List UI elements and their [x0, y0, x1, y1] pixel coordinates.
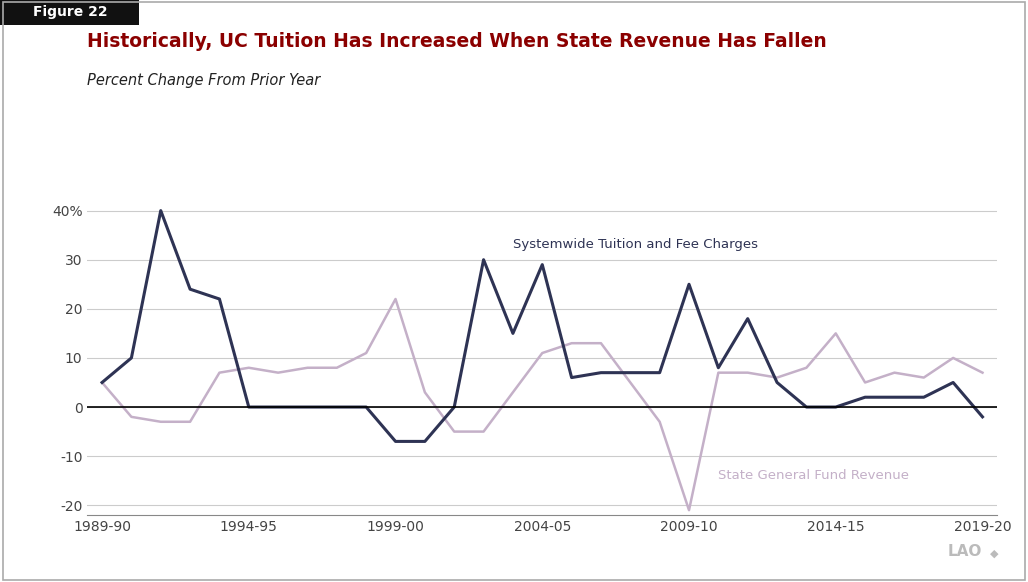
Text: ◆: ◆	[990, 549, 998, 559]
Text: Percent Change From Prior Year: Percent Change From Prior Year	[87, 73, 321, 88]
Text: Historically, UC Tuition Has Increased When State Revenue Has Fallen: Historically, UC Tuition Has Increased W…	[87, 32, 828, 51]
Text: Figure 22: Figure 22	[33, 5, 107, 19]
Text: LAO: LAO	[948, 544, 982, 559]
Text: Systemwide Tuition and Fee Charges: Systemwide Tuition and Fee Charges	[513, 239, 758, 251]
Text: State General Fund Revenue: State General Fund Revenue	[719, 469, 910, 482]
